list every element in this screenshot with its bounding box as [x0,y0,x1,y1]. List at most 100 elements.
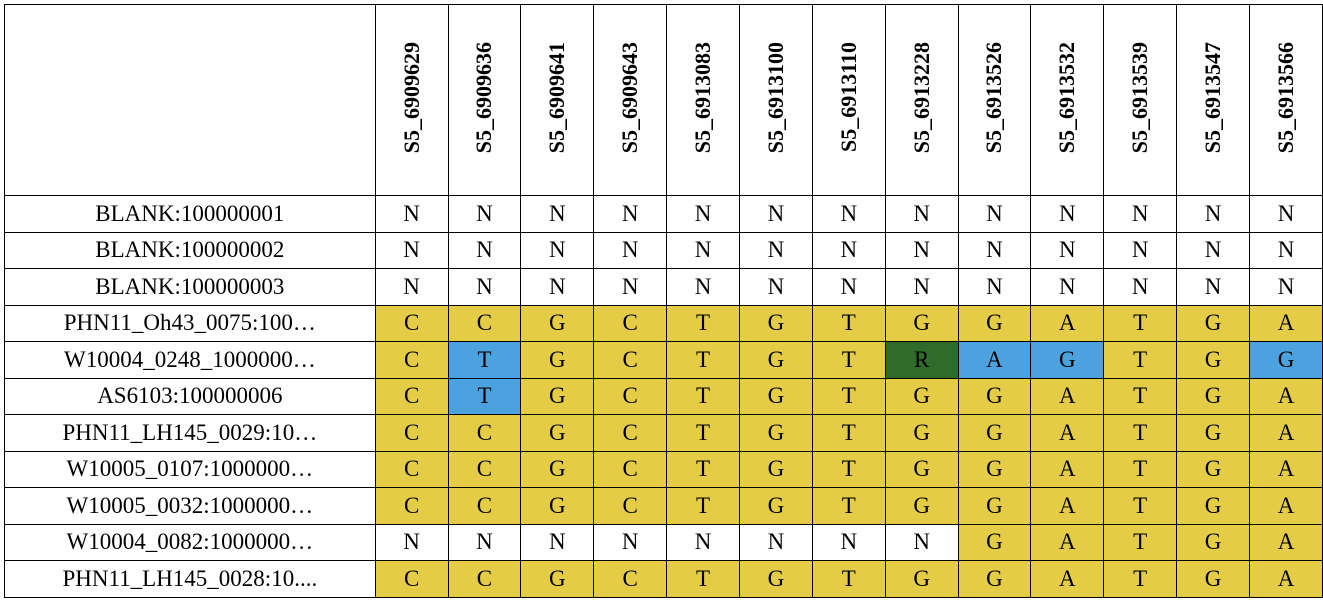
genotype-cell: G [1176,377,1250,415]
column-header-label: S5_6913083 [690,41,716,154]
genotype-cell: G [520,341,595,379]
genotype-cell: N [738,195,813,233]
genotype-cell: T [447,377,522,415]
genotype-cell: N [447,231,522,269]
genotype-cell: G [738,414,813,452]
column-header: S5_6913539 [1103,4,1178,196]
corner-cell [4,4,376,196]
row-label: PHN11_Oh43_0075:100… [4,304,376,342]
genotype-cell: T [1103,414,1178,452]
table-row: BLANK:100000001 N N N N N N N N N N N N N [4,195,1323,233]
genotype-cell: A [1030,304,1105,342]
genotype-cell: N [1103,231,1178,269]
genotype-cell: N [1176,231,1250,269]
genotype-cell: G [520,450,595,488]
genotype-cell: T [811,487,886,525]
genotype-cell: G [957,304,1032,342]
column-header: S5_6913566 [1249,4,1323,196]
genotype-cell: T [1103,377,1178,415]
genotype-cell: C [374,377,449,415]
genotype-cell: T [1103,304,1178,342]
column-header-label: S5_6913110 [835,42,861,153]
genotype-cell: N [738,231,813,269]
genotype-cell: N [374,523,449,561]
genotype-cell: G [520,377,595,415]
genotype-cell: G [884,304,959,342]
table-row: PHN11_LH145_0028:10.... C C G C T G T G G A T G A [4,560,1323,598]
genotype-cell: G [520,487,595,525]
genotype-cell: G [1176,304,1250,342]
column-header-label: S5_6913566 [1273,41,1298,154]
genotype-cell: C [447,450,522,488]
table-row: W10005_0107:1000000… C C G C T G T G G A T G A [4,450,1323,488]
column-header-label: S5_6913526 [981,41,1007,154]
genotype-cell: G [1030,341,1105,379]
row-label: W10004_0082:1000000… [4,523,376,561]
genotype-cell: N [1176,195,1250,233]
genotype-cell: N [811,195,886,233]
genotype-cell: T [666,560,740,598]
genotype-cell: T [1103,487,1178,525]
genotype-cell: G [520,560,595,598]
genotype-cell: A [1030,487,1105,525]
genotype-cell: T [447,341,522,379]
genotype-cell: A [1249,414,1323,452]
row-label: BLANK:100000002 [4,231,376,269]
genotype-cell: N [520,231,595,269]
genotype-cell: G [884,377,959,415]
genotype-cell: G [520,414,595,452]
genotype-cell: G [957,523,1032,561]
genotype-cell: N [1030,231,1105,269]
genotype-cell: N [957,268,1032,306]
genotype-cell: T [811,414,886,452]
genotype-cell: N [1249,195,1323,233]
row-label: W10005_0032:1000000… [4,487,376,525]
genotype-cell: T [666,450,740,488]
column-header-label: S5_6913228 [908,41,934,154]
genotype-cell: T [811,341,886,379]
genotype-cell: N [811,268,886,306]
genotype-cell: G [884,450,959,488]
genotype-cell: N [1103,268,1178,306]
genotype-cell: N [1030,268,1105,306]
genotype-cell: G [957,487,1032,525]
genotype-cell: G [738,341,813,379]
genotype-cell: C [374,560,449,598]
genotype-cell: A [1030,523,1105,561]
genotype-cell: G [738,487,813,525]
column-header: S5_6913083 [666,4,740,196]
genotype-cell: C [593,341,668,379]
row-label: W10005_0107:1000000… [4,450,376,488]
genotype-cell: A [1249,450,1323,488]
genotype-cell: C [593,560,668,598]
genotype-cell: G [957,450,1032,488]
genotype-cell: C [374,304,449,342]
genotype-cell: G [1176,341,1250,379]
genotype-cell: T [811,304,886,342]
genotype-cell: N [666,231,740,269]
row-label: W10004_0248_1000000… [4,341,376,379]
table-row: BLANK:100000003 N N N N N N N N N N N N N [4,268,1323,306]
genotype-cell: N [666,268,740,306]
genotype-cell: G [520,304,595,342]
row-label: BLANK:100000003 [4,268,376,306]
genotype-cell: A [1030,560,1105,598]
genotype-cell: G [884,487,959,525]
genotype-cell: N [520,523,595,561]
column-header-label: S5_6913532 [1054,41,1080,154]
genotype-cell: N [884,231,959,269]
genotype-cell: C [447,414,522,452]
column-header: S5_6913110 [811,4,886,196]
genotype-cell: N [1176,268,1250,306]
genotype-cell: A [1249,560,1323,598]
genotype-cell: N [738,268,813,306]
header-row: S5_6909629 S5_6909636 S5_6909641 S5_6909643… [4,4,1323,196]
column-header: S5_6913100 [738,4,813,196]
column-header-label: S5_6909643 [617,41,643,154]
genotype-cell: N [447,268,522,306]
column-header-label: S5_6913100 [762,41,788,154]
genotype-cell: C [593,377,668,415]
genotype-cell: N [447,195,522,233]
genotype-cell: C [593,414,668,452]
genotype-cell: N [1249,231,1323,269]
